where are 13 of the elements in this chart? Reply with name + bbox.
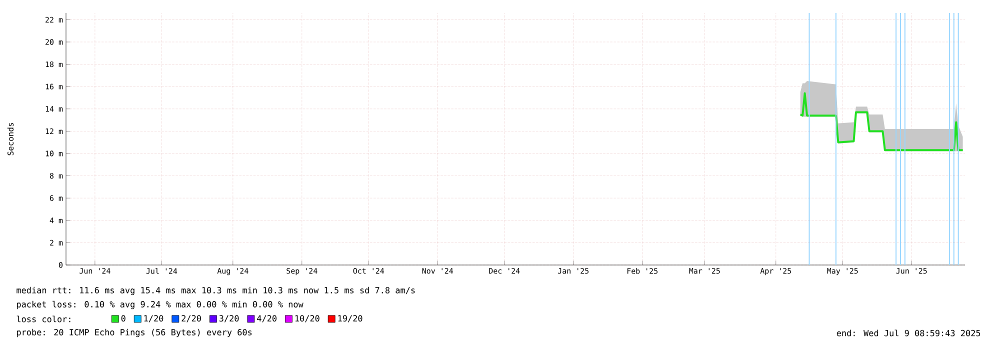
line-series [799,92,964,152]
text: median rtt: 11.6 ms avg 15.4 ms max 10.3 ms min 10.3 ms now 1.5 ms sd 7.8 am/s [16,286,415,296]
legend-title: loss color: [16,316,70,322]
legend-label: 0 [121,315,126,322]
legend-label: 1/20 [144,315,164,322]
legend-label: 10/20 [295,315,320,322]
text: packet loss: 0.10 % avg 9.24 % max 0.00 % min 0.00 % now [16,300,304,310]
legend-label: 4/20 [257,315,276,322]
text: probe: 20 ICMP Echo Pings (56 Bytes) every 60s [16,328,252,338]
legend-label: 19/20 [338,315,362,322]
legend-label: 2/20 [182,315,201,322]
text: end: Wed Jul 9 08:59:43 2025 [836,330,980,336]
legend-label: 3/20 [219,315,239,322]
